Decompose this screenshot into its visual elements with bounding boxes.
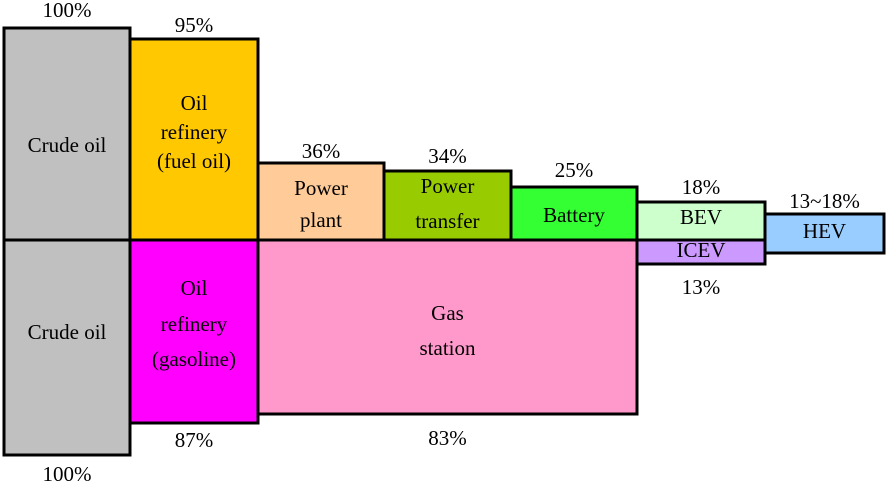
block-label: refinery — [161, 120, 228, 144]
block — [635, 238, 767, 266]
efficiency-label: 13~18% — [789, 189, 860, 213]
efficiency-label: 100% — [43, 0, 92, 22]
efficiency-label: 87% — [175, 428, 214, 452]
efficiency-label: 13% — [682, 275, 721, 299]
efficiency-label: 25% — [555, 158, 594, 182]
block — [2, 26, 132, 242]
block-label: Oil — [181, 91, 208, 115]
block-label: Oil — [181, 276, 208, 300]
block-label: transfer — [415, 209, 479, 233]
efficiency-label: 83% — [428, 426, 467, 450]
block-label: Gas — [431, 301, 464, 325]
block-label: station — [420, 336, 476, 360]
block-label: (gasoline) — [152, 347, 236, 371]
block — [382, 169, 513, 242]
efficiency-label: 95% — [175, 13, 214, 37]
block — [2, 238, 132, 457]
efficiency-label: 100% — [43, 462, 92, 486]
block-label: Crude oil — [28, 133, 107, 157]
block-label: Crude oil — [28, 320, 107, 344]
block-label: Power — [421, 174, 475, 198]
block-label: HEV — [803, 219, 846, 243]
block-label: ICEV — [677, 238, 726, 262]
block-label: plant — [300, 208, 342, 232]
block — [128, 37, 260, 242]
block — [128, 238, 260, 425]
block-label: Power — [294, 176, 348, 200]
efficiency-label: 36% — [302, 139, 341, 163]
efficiency-label: 18% — [682, 175, 721, 199]
efficiency-label: 34% — [428, 144, 467, 168]
block-label: (fuel oil) — [157, 149, 231, 173]
block-label: Battery — [543, 203, 605, 227]
block-label: refinery — [161, 312, 228, 336]
block — [256, 238, 639, 416]
block-label: BEV — [680, 205, 722, 229]
block — [763, 212, 886, 255]
